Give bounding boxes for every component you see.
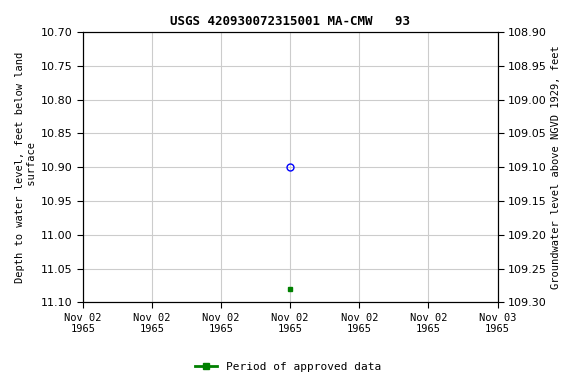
Title: USGS 420930072315001 MA-CMW   93: USGS 420930072315001 MA-CMW 93: [170, 15, 410, 28]
Y-axis label: Depth to water level, feet below land
 surface: Depth to water level, feet below land su…: [15, 51, 37, 283]
Y-axis label: Groundwater level above NGVD 1929, feet: Groundwater level above NGVD 1929, feet: [551, 45, 561, 289]
Legend: Period of approved data: Period of approved data: [191, 358, 385, 377]
